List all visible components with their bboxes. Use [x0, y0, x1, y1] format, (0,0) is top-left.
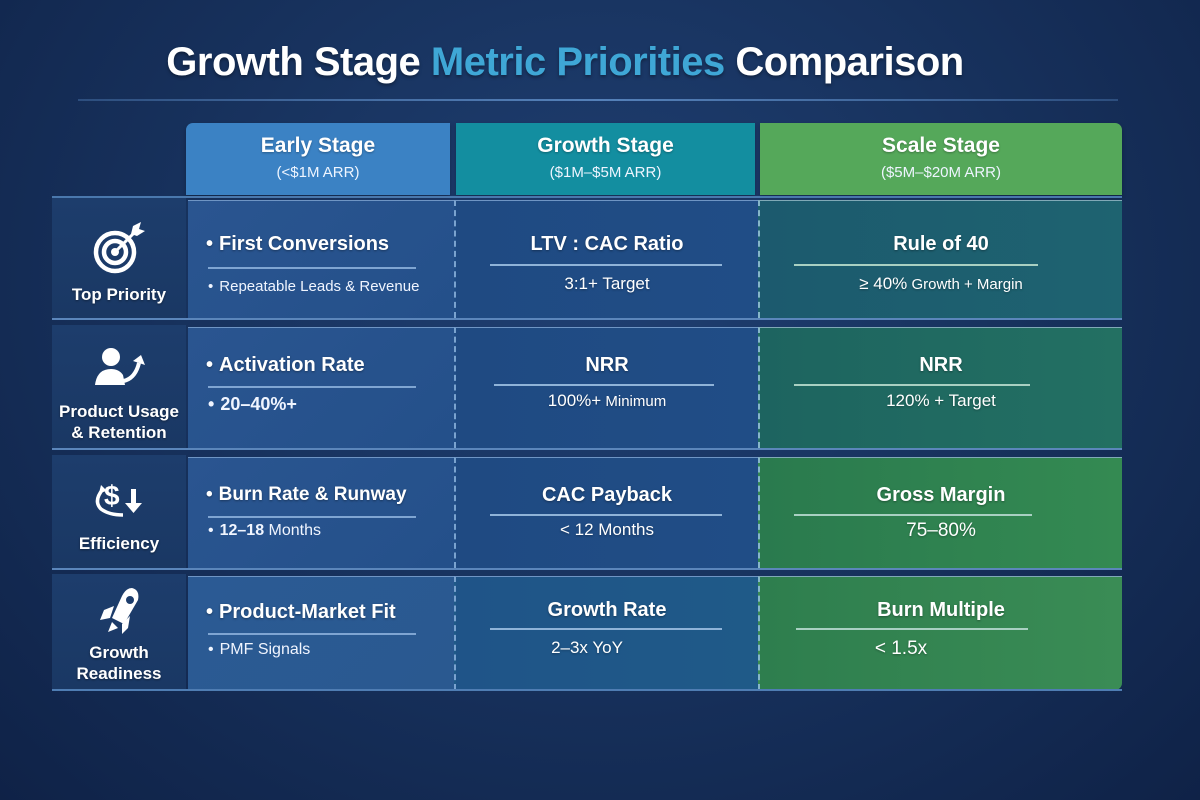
- cell-divider: [490, 514, 722, 516]
- metric-detail: < 12 Months: [559, 520, 655, 539]
- metric-detail: Repeatable Leads & Revenue: [219, 278, 420, 295]
- cell-growth-growth-readiness: Growth Rate 2–3x YoY: [454, 576, 758, 690]
- page-title: Growth Stage Metric Priorities Compariso…: [0, 40, 1130, 85]
- row-divider: [52, 568, 1122, 570]
- row-label-cell: Top Priority: [52, 198, 186, 318]
- bullet: •: [206, 354, 214, 376]
- row-growth-readiness: Growth Readiness • Product-Market Fit • PM…: [52, 574, 1122, 690]
- row-label-line-1: Growth: [89, 643, 149, 662]
- cell-early-efficiency: • Burn Rate & Runway • 12–18 Months: [188, 457, 454, 568]
- metric-detail-small: Growth + Margin: [907, 276, 1023, 293]
- metric-name: LTV : CAC Ratio: [530, 233, 684, 255]
- table-bottom-divider: [52, 689, 1122, 691]
- user-growth-icon: [95, 348, 145, 385]
- cell-divider: [208, 633, 416, 635]
- row-divider: [52, 448, 1122, 450]
- title-part-1: Growth Stage: [166, 40, 431, 84]
- cell-early-growth-readiness: • Product-Market Fit • PMF Signals: [188, 576, 454, 690]
- metric-detail-small: Minimum: [601, 393, 667, 410]
- dollar-down-icon: $: [95, 480, 142, 517]
- column-header-early-stage: Early Stage (<$1M ARR): [186, 123, 450, 195]
- cell-early-top-priority: • First Conversions • Repeatable Leads & R…: [188, 200, 454, 318]
- metric-name: Burn Multiple: [877, 599, 1005, 621]
- cell-divider: [208, 516, 416, 518]
- metric-name: Gross Margin: [876, 484, 1006, 506]
- metric-name: Rule of 40: [893, 233, 989, 255]
- row-label-line-1: Product Usage: [59, 402, 179, 421]
- row-divider: [52, 318, 1122, 320]
- row-label: Top Priority: [71, 285, 167, 304]
- metric-detail-small: Months: [264, 522, 322, 539]
- cell-scale-growth-readiness: Burn Multiple < 1.5x: [758, 576, 1122, 690]
- column-name: Scale Stage: [882, 134, 1000, 157]
- row-label-cell: Growth Readiness: [52, 574, 186, 690]
- column-range: ($1M–$5M ARR): [549, 164, 662, 181]
- row-label: Efficiency: [78, 534, 160, 553]
- cell-divider: [794, 384, 1030, 386]
- title-part-2: Comparison: [724, 40, 964, 84]
- metric-detail: 3:1+ Target: [564, 274, 650, 293]
- cell-divider: [208, 386, 416, 388]
- cell-divider: [794, 264, 1038, 266]
- cell-growth-product-usage: NRR 100%+ Minimum: [454, 327, 758, 448]
- column-header-scale-stage: Scale Stage ($5M–$20M ARR): [760, 123, 1122, 195]
- metric-name: CAC Payback: [541, 484, 673, 506]
- cell-divider: [494, 384, 714, 386]
- cell-divider: [490, 628, 722, 630]
- cell-scale-efficiency: Gross Margin 75–80%: [758, 457, 1122, 568]
- bullet: •: [206, 601, 214, 623]
- bullet: •: [206, 484, 213, 505]
- bullet: •: [208, 278, 214, 295]
- bullet: •: [208, 641, 214, 658]
- row-label: Growth Readiness: [52, 642, 186, 684]
- column-range: (<$1M ARR): [276, 164, 360, 181]
- row-top-priority: Top Priority • First Conversions • Repeata…: [52, 198, 1122, 318]
- bullet: •: [208, 394, 215, 414]
- bullet: •: [206, 233, 214, 255]
- metric-detail: 120% + Target: [886, 391, 996, 410]
- metric-name: First Conversions: [219, 233, 390, 255]
- cell-divider: [490, 264, 722, 266]
- metric-name: Product-Market Fit: [219, 601, 396, 623]
- metric-detail: 20–40%+: [220, 394, 297, 414]
- metric-detail-strong: ≥ 40%: [859, 274, 908, 293]
- metric-detail-strong: 100%+: [547, 391, 602, 410]
- cell-scale-top-priority: Rule of 40 ≥ 40% Growth + Margin: [758, 200, 1122, 318]
- cell-divider: [208, 267, 416, 269]
- column-name: Early Stage: [260, 134, 376, 157]
- column-header-growth-stage: Growth Stage ($1M–$5M ARR): [456, 123, 755, 195]
- title-accent: Metric Priorities: [430, 40, 725, 84]
- metric-detail: 2–3x YoY: [551, 638, 623, 657]
- rocket-icon: [100, 588, 139, 634]
- cell-growth-top-priority: LTV : CAC Ratio 3:1+ Target: [454, 200, 758, 318]
- target-icon: [93, 222, 145, 274]
- cell-divider: [794, 514, 1032, 516]
- metric-detail: PMF Signals: [219, 641, 311, 658]
- metric-name: NRR: [919, 354, 963, 376]
- row-label-line-2: Readiness: [76, 664, 162, 683]
- metric-detail: 75–80%: [906, 520, 976, 541]
- metric-name: Activation Rate: [219, 354, 365, 376]
- bullet: •: [208, 522, 214, 539]
- row-efficiency: $ Efficiency • Burn Rate & Runway • 12–18 …: [52, 455, 1122, 568]
- row-label: Product Usage & Retention: [52, 401, 186, 443]
- column-range: ($5M–$20M ARR): [880, 164, 1002, 181]
- row-product-usage-retention: Product Usage & Retention • Activation Ra…: [52, 325, 1122, 448]
- cell-scale-product-usage: NRR 120% + Target: [758, 327, 1122, 448]
- row-label-cell: $ Efficiency: [52, 455, 186, 568]
- cell-growth-efficiency: CAC Payback < 12 Months: [454, 457, 758, 568]
- metric-name: Burn Rate & Runway: [218, 484, 407, 505]
- title-divider: [78, 99, 1118, 101]
- header-divider: [52, 196, 1122, 198]
- cell-divider: [796, 628, 1028, 630]
- metric-name: Growth Rate: [547, 599, 667, 621]
- row-label-cell: Product Usage & Retention: [52, 325, 186, 448]
- row-label-line-2: & Retention: [71, 423, 167, 442]
- metric-detail-strong: 12–18: [219, 522, 265, 539]
- cell-early-product-usage: • Activation Rate • 20–40%+: [188, 327, 454, 448]
- metric-name: NRR: [585, 354, 629, 376]
- svg-text:$: $: [104, 480, 120, 511]
- column-name: Growth Stage: [537, 134, 674, 157]
- metric-detail: < 1.5x: [874, 638, 928, 659]
